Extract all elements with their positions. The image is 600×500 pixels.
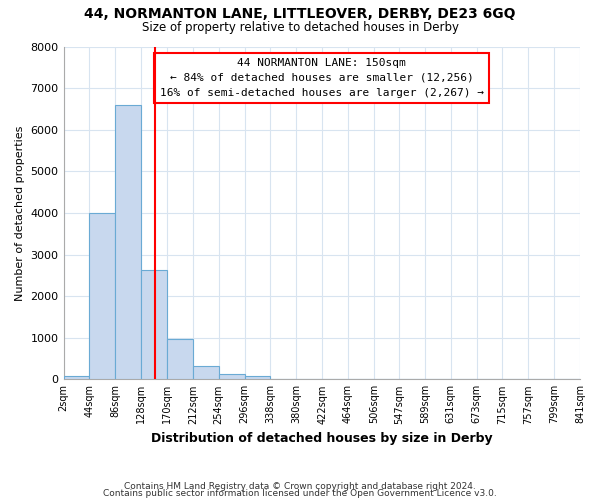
Bar: [245, 376, 271, 380]
Text: Contains HM Land Registry data © Crown copyright and database right 2024.: Contains HM Land Registry data © Crown c…: [124, 482, 476, 491]
Bar: [115, 104, 141, 380]
Text: 44, NORMANTON LANE, LITTLEOVER, DERBY, DE23 6GQ: 44, NORMANTON LANE, LITTLEOVER, DERBY, D…: [84, 8, 516, 22]
Bar: [193, 366, 218, 380]
X-axis label: Distribution of detached houses by size in Derby: Distribution of detached houses by size …: [151, 432, 493, 445]
Text: 44 NORMANTON LANE: 150sqm
← 84% of detached houses are smaller (12,256)
16% of s: 44 NORMANTON LANE: 150sqm ← 84% of detac…: [160, 58, 484, 98]
Y-axis label: Number of detached properties: Number of detached properties: [15, 125, 25, 300]
Text: Contains public sector information licensed under the Open Government Licence v3: Contains public sector information licen…: [103, 490, 497, 498]
Text: Size of property relative to detached houses in Derby: Size of property relative to detached ho…: [142, 21, 458, 34]
Bar: [167, 340, 193, 380]
Bar: [218, 374, 245, 380]
Bar: [141, 270, 167, 380]
Bar: [64, 376, 89, 380]
Bar: [89, 213, 115, 380]
